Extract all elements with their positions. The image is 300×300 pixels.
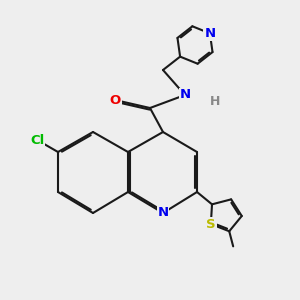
Text: N: N bbox=[204, 27, 215, 40]
Text: S: S bbox=[206, 218, 216, 231]
Text: O: O bbox=[110, 94, 121, 106]
Text: Cl: Cl bbox=[30, 134, 44, 146]
Text: H: H bbox=[210, 95, 220, 109]
Text: N: N bbox=[179, 88, 191, 101]
Text: N: N bbox=[158, 206, 169, 220]
